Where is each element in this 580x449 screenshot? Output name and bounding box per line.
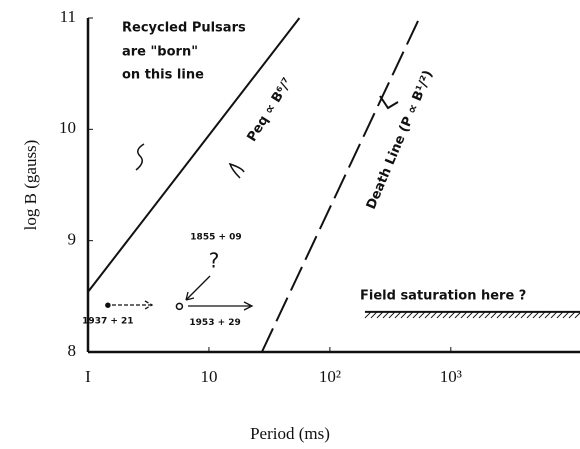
pulsar — [175, 302, 184, 311]
hatch — [364, 311, 372, 319]
y-tick-label: 8 — [68, 341, 77, 360]
pulsar-label: 1937 + 21 — [82, 317, 133, 327]
hatch — [496, 311, 504, 319]
hatch — [544, 311, 552, 319]
hatch — [478, 311, 486, 319]
hatch — [550, 311, 558, 319]
hatch — [472, 311, 480, 319]
hatch — [424, 311, 432, 319]
hatch — [556, 311, 564, 319]
annotation: Peq ∝ B⁶/⁷ — [245, 75, 296, 144]
annotation: 1855 + 09 — [190, 233, 241, 243]
annotation: ? — [209, 249, 220, 273]
hatch — [484, 311, 492, 319]
hatch — [382, 311, 390, 319]
y-axis-label: log B (gauss) — [21, 140, 40, 231]
hatch — [376, 311, 384, 319]
hatch — [520, 311, 528, 319]
hatch — [460, 311, 468, 319]
death-line-mark — [379, 95, 399, 110]
arrow-head — [185, 291, 195, 301]
hatch — [568, 311, 576, 319]
hatch — [406, 311, 414, 319]
annotation: Death Line (P ∝ B¹/²) — [364, 68, 436, 211]
hatch — [370, 311, 378, 319]
hatch — [400, 311, 408, 319]
hatch — [538, 311, 546, 319]
hatch — [514, 311, 522, 319]
hatch — [526, 311, 534, 319]
hatch — [388, 311, 396, 319]
hatch — [436, 311, 444, 319]
hatch — [394, 311, 402, 319]
hatch — [454, 311, 462, 319]
hatch — [448, 311, 456, 319]
pulsar-label: 1953 + 29 — [189, 318, 240, 328]
hatch — [562, 311, 570, 319]
pulsar — [105, 302, 111, 308]
y-tick-label: 11 — [60, 7, 76, 26]
annotation: Recycled Pulsars — [122, 21, 246, 36]
arrow — [112, 300, 154, 310]
hatch — [430, 311, 438, 319]
annotation: are "born" — [122, 45, 198, 60]
hatch — [508, 311, 516, 319]
x-axis-label: Period (ms) — [250, 424, 330, 443]
hatch — [418, 311, 426, 319]
hatch — [532, 311, 540, 319]
x-tick-label: 10³ — [440, 367, 462, 386]
line — [260, 17, 421, 353]
arrow — [185, 275, 211, 301]
line — [87, 17, 301, 293]
y-tick-label: 9 — [68, 230, 77, 249]
hatch — [466, 311, 474, 319]
annotation: Field saturation here ? — [360, 289, 526, 304]
annotation: on this line — [122, 68, 204, 83]
arrow — [188, 301, 254, 311]
x-tick-label: 10² — [319, 367, 341, 386]
arrow — [135, 143, 145, 171]
hatch — [490, 311, 498, 319]
y-tick-label: 10 — [59, 118, 76, 137]
hatch — [502, 311, 510, 319]
x-tick-label: I — [85, 367, 91, 386]
hatch — [412, 311, 420, 319]
arrow — [228, 162, 245, 179]
x-tick-label: 10 — [200, 367, 217, 386]
hatch — [442, 311, 450, 319]
